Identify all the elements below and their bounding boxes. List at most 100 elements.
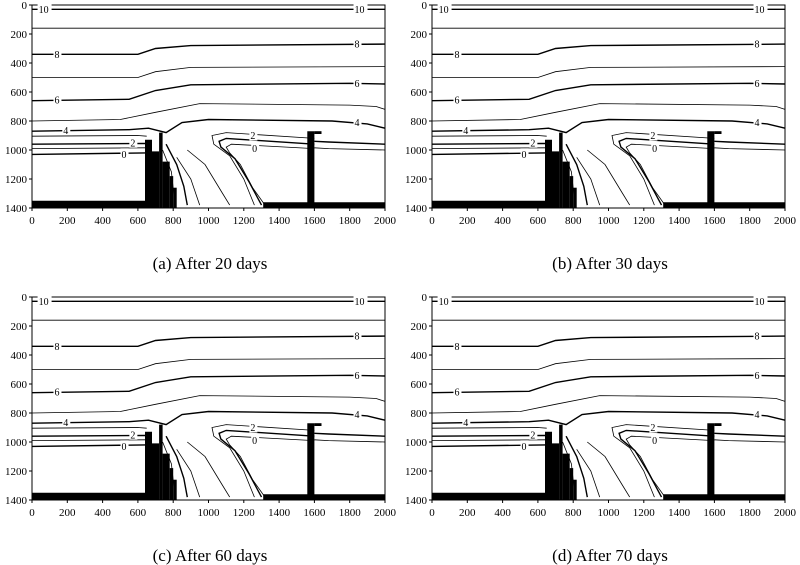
y-tick-label: 0 — [422, 292, 428, 304]
panel-caption: (b) After 30 days — [552, 254, 668, 273]
contour-line — [625, 143, 715, 206]
x-tick-label: 2000 — [374, 215, 397, 227]
x-tick-label: 2000 — [774, 215, 797, 227]
obstacle-block — [552, 151, 560, 208]
y-tick-label: 1200 — [405, 466, 428, 478]
contour-label: 0 — [652, 436, 657, 447]
contour-label-bg — [353, 116, 362, 128]
contour-label-bg — [753, 295, 768, 307]
y-tick-label: 600 — [11, 379, 28, 391]
x-tick-label: 600 — [130, 215, 147, 227]
obstacle-block — [152, 443, 160, 500]
contour-label-bg — [353, 369, 362, 381]
contour-label-bg — [62, 124, 71, 136]
contour-line — [165, 143, 188, 206]
y-tick-label: 1000 — [405, 437, 428, 449]
contour-line — [31, 135, 147, 137]
contour-label: 4 — [63, 418, 68, 429]
obstacle-block — [562, 161, 570, 208]
x-tick-label: 1600 — [703, 215, 726, 227]
contour-label: 6 — [454, 387, 459, 398]
contour-line — [211, 132, 315, 206]
contour-label: 6 — [54, 387, 59, 398]
contour-label: 4 — [355, 410, 360, 421]
obstacle-block — [32, 200, 145, 208]
contour-line — [225, 143, 315, 206]
contour-line — [714, 432, 786, 437]
contour-label: 4 — [63, 126, 68, 137]
obstacle-block — [714, 131, 722, 134]
contour-label-bg — [53, 93, 62, 105]
contour-label-bg — [62, 416, 71, 428]
obstacle-block — [307, 423, 315, 500]
contour-line — [714, 439, 786, 443]
contour-label: 0 — [522, 150, 527, 161]
x-tick-label: 1600 — [303, 507, 326, 519]
x-tick-label: 1200 — [633, 215, 656, 227]
contour-label-bg — [120, 440, 129, 452]
y-tick-label: 0 — [422, 0, 428, 12]
obstacle-block — [707, 423, 715, 500]
obstacle-block — [545, 431, 552, 500]
contour-label-bg — [353, 3, 368, 15]
x-tick-label: 1800 — [739, 215, 762, 227]
y-tick-label: 800 — [11, 116, 28, 128]
x-axis: 0 200 400 600 800 1000 1200 1400 1600 1800 2000 — [29, 500, 397, 519]
obstacle-block — [432, 200, 545, 208]
y-tick-label: 200 — [11, 321, 28, 333]
plot-frame — [431, 4, 786, 209]
y-tick-label: 400 — [11, 350, 28, 362]
contour-label-bg — [520, 148, 529, 160]
obstacle-block — [145, 139, 152, 208]
obstacle-block — [145, 431, 152, 500]
y-tick-label: 200 — [11, 29, 28, 41]
contour-line — [431, 147, 546, 149]
contour-label-bg — [437, 295, 452, 307]
contour-label: 2 — [250, 423, 255, 434]
contour-line — [225, 435, 315, 498]
contour-line — [431, 395, 786, 414]
obstacle-block — [162, 161, 170, 208]
contour-line — [32, 66, 386, 78]
contour-label-bg — [249, 129, 258, 141]
contour-label-bg — [37, 295, 52, 307]
contour-label: 6 — [355, 371, 360, 382]
contour-line — [176, 157, 201, 206]
contour-label-bg — [129, 136, 138, 148]
x-tick-label: 200 — [59, 215, 76, 227]
contour-label-bg — [529, 428, 538, 440]
contour-line — [432, 358, 786, 370]
contour-label-bg — [129, 428, 138, 440]
y-tick-label: 800 — [11, 408, 28, 420]
obstacle-block — [552, 443, 560, 500]
contour-label-bg — [437, 3, 452, 15]
contour-lines — [31, 8, 386, 206]
y-tick-label: 1000 — [405, 145, 428, 157]
contour-label-bg — [120, 148, 129, 160]
contour-label-bg — [651, 142, 660, 154]
contour-line — [611, 424, 715, 498]
contour-label: 0 — [122, 150, 127, 161]
x-tick-label: 0 — [29, 507, 35, 519]
contour-label: 2 — [650, 423, 655, 434]
contour-label: 2 — [250, 131, 255, 142]
x-tick-label: 1600 — [303, 215, 326, 227]
obstacle-block — [562, 453, 570, 500]
contour-label-bg — [462, 124, 471, 136]
contour-label: 8 — [755, 332, 760, 343]
contour-line — [565, 435, 588, 498]
contour-line — [714, 147, 786, 151]
y-tick-label: 0 — [22, 292, 28, 304]
y-tick-label: 1200 — [5, 466, 28, 478]
y-tick-label: 1400 — [5, 203, 28, 215]
contour-label: 4 — [755, 118, 760, 129]
obstacle-block — [159, 424, 163, 500]
contour-line — [432, 43, 786, 55]
contour-label-bg — [753, 369, 762, 381]
obstacle-block — [162, 453, 170, 500]
obstacle-block — [169, 176, 174, 208]
x-tick-label: 1000 — [598, 507, 621, 519]
obstacle-block — [314, 423, 322, 426]
